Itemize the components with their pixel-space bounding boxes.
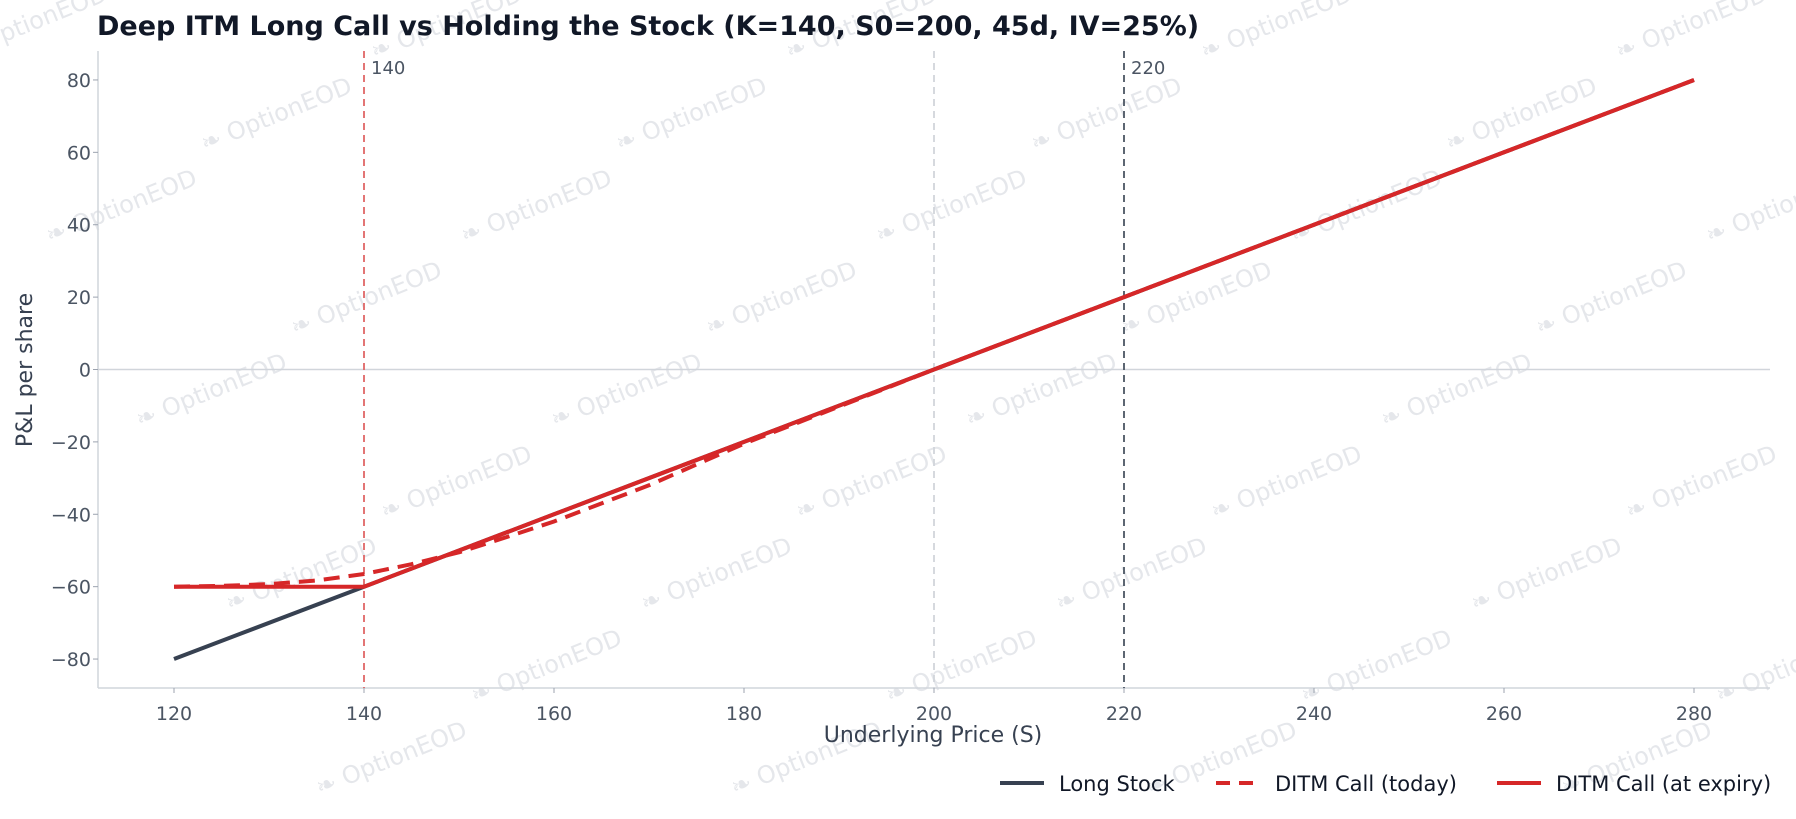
watermark-text-18: ❧ OptionEOD — [132, 348, 291, 434]
reference-label-220: 220 — [1131, 58, 1165, 79]
watermark-text-29: ❧ OptionEOD — [1052, 532, 1211, 618]
legend-item-ditm-call-today: DITM Call (today) — [1216, 772, 1457, 796]
watermark-text-35: ❧ OptionEOD — [312, 716, 471, 802]
watermark-text-30: ❧ OptionEOD — [1467, 532, 1626, 618]
chart-title: Deep ITM Long Call vs Holding the Stock … — [97, 11, 1199, 42]
watermark-text-20: ❧ OptionEOD — [962, 348, 1121, 434]
x-tick-labels: 120 140 160 180 200 220 240 260 280 — [156, 688, 1712, 725]
watermark-text-19: ❧ OptionEOD — [547, 348, 706, 434]
x-tick-label-280: 280 — [1676, 703, 1712, 725]
watermark-layer: ❧ OptionEOD❧ OptionEOD❧ OptionEOD❧ Optio… — [0, 0, 1796, 802]
y-axis-label: P&L per share — [13, 293, 38, 447]
y-tick-label--40: −40 — [51, 504, 91, 526]
watermark-text-25: ❧ OptionEOD — [1207, 440, 1366, 526]
watermark-text-22: ❧ OptionEOD — [1792, 348, 1796, 434]
reference-label-140: 140 — [371, 58, 405, 79]
legend-label-long-stock: Long Stock — [1059, 772, 1175, 796]
x-tick-label-140: 140 — [346, 703, 382, 725]
watermark-text-31: ❧ OptionEOD — [467, 624, 626, 710]
x-tick-label-180: 180 — [726, 703, 762, 725]
x-tick-label-240: 240 — [1296, 703, 1332, 725]
watermark-text-34: ❧ OptionEOD — [1712, 624, 1796, 710]
y-tick-label--80: −80 — [51, 649, 91, 671]
legend-label-ditm-call-expiry: DITM Call (at expiry) — [1556, 772, 1771, 796]
watermark-text-15: ❧ OptionEOD — [702, 256, 861, 342]
watermark-text-13: ❧ OptionEOD — [1702, 164, 1796, 250]
y-tick-label-0: 0 — [79, 360, 91, 382]
watermark-text-21: ❧ OptionEOD — [1377, 348, 1536, 434]
watermark-text-32: ❧ OptionEOD — [882, 624, 1041, 710]
x-tick-label-160: 160 — [536, 703, 572, 725]
y-tick-label-80: 80 — [67, 70, 91, 92]
x-tick-label-260: 260 — [1486, 703, 1522, 725]
watermark-text-9: ❧ OptionEOD — [42, 164, 201, 250]
x-tick-label-200: 200 — [916, 703, 952, 725]
y-tick-label--20: −20 — [51, 432, 91, 454]
legend-label-ditm-call-today: DITM Call (today) — [1275, 772, 1457, 796]
legend-item-long-stock: Long Stock — [1000, 772, 1175, 796]
watermark-text-11: ❧ OptionEOD — [872, 164, 1031, 250]
watermark-text-4: ❧ OptionEOD — [1612, 0, 1771, 66]
x-tick-label-120: 120 — [156, 703, 192, 725]
x-tick-label-220: 220 — [1106, 703, 1142, 725]
watermark-text-24: ❧ OptionEOD — [792, 440, 951, 526]
legend-item-ditm-call-expiry: DITM Call (at expiry) — [1497, 772, 1771, 796]
y-tick-label-20: 20 — [67, 287, 91, 309]
watermark-text-7: ❧ OptionEOD — [1027, 72, 1186, 158]
y-tick-label-60: 60 — [67, 142, 91, 164]
watermark-text-33: ❧ OptionEOD — [1297, 624, 1456, 710]
watermark-text-5: ❧ OptionEOD — [197, 72, 356, 158]
y-tick-label--60: −60 — [51, 577, 91, 599]
watermark-text-6: ❧ OptionEOD — [612, 72, 771, 158]
y-tick-labels: −80 −60 −40 −20 0 20 40 60 80 — [51, 70, 98, 671]
watermark-text-26: ❧ OptionEOD — [1622, 440, 1781, 526]
series-lines — [173, 78, 1695, 661]
x-axis-label: Underlying Price (S) — [824, 723, 1043, 748]
watermark-text-0: ❧ OptionEOD — [0, 0, 111, 66]
watermark-text-23: ❧ OptionEOD — [377, 440, 536, 526]
watermark-text-3: ❧ OptionEOD — [1197, 0, 1356, 66]
watermark-text-28: ❧ OptionEOD — [637, 532, 796, 618]
watermark-text-14: ❧ OptionEOD — [287, 256, 446, 342]
legend: Long Stock DITM Call (today) DITM Call (… — [1000, 772, 1771, 796]
watermark-text-10: ❧ OptionEOD — [457, 164, 616, 250]
watermark-text-17: ❧ OptionEOD — [1532, 256, 1691, 342]
series-line-ditm-call-at-expiry — [174, 78, 1695, 589]
y-tick-label-40: 40 — [67, 215, 91, 237]
